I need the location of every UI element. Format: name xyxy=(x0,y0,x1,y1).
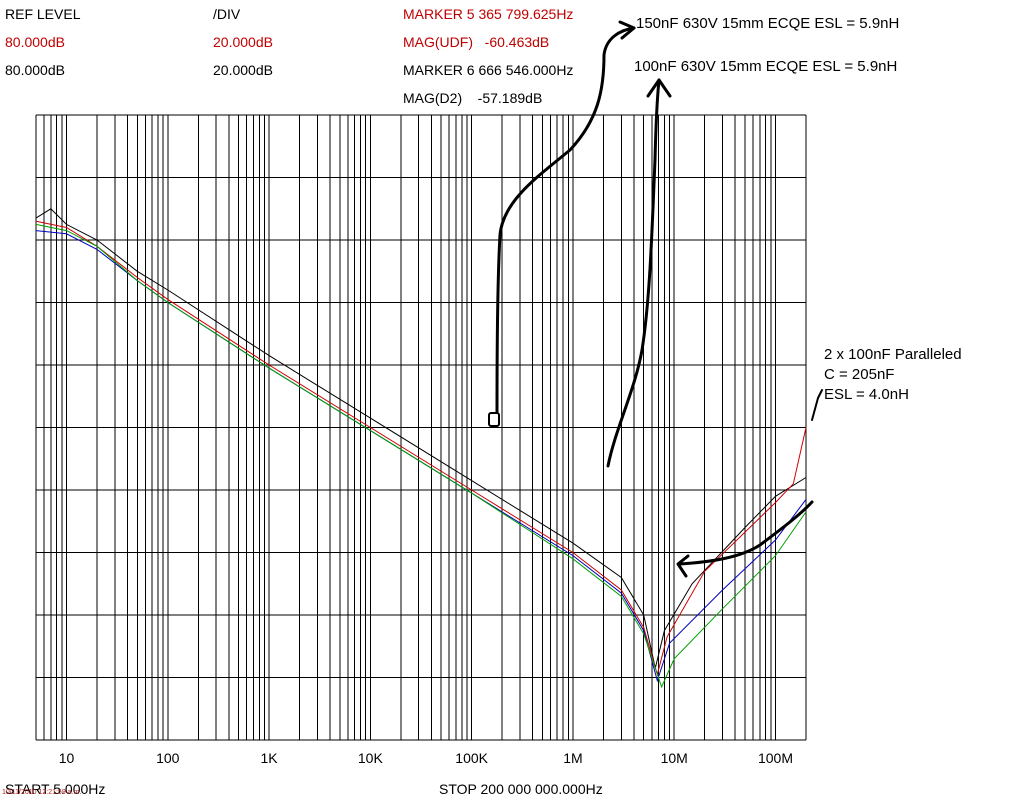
plot-traces xyxy=(35,208,807,689)
annotation-parallel-line2: C = 205nF xyxy=(824,366,895,383)
x-tick-label: 100M xyxy=(757,750,794,766)
marker6-readout: MARKER 6 666 546.000Hz xyxy=(403,62,574,78)
start-frequency: START 5.000Hz xyxy=(5,781,106,797)
mag-udf-readout: MAG(UDF) -60.463dB xyxy=(403,34,550,50)
arrow-head-parallel-dip xyxy=(676,554,690,578)
arrow-head-100nf xyxy=(646,78,672,98)
arrow-to-150nf-label xyxy=(495,26,636,414)
arrow-to-100nf-label xyxy=(606,78,661,468)
x-tick-label: 1K xyxy=(260,750,278,766)
div-2: 20.000dB xyxy=(213,62,273,78)
plot-grid xyxy=(35,114,807,741)
stop-frequency: STOP 200 000 000.000Hz xyxy=(439,781,603,797)
trace-3 xyxy=(35,230,807,683)
x-tick-label: 1M xyxy=(563,750,583,766)
ref-level-label: REF LEVEL xyxy=(5,6,81,22)
mag-d2-readout: MAG(D2) -57.189dB xyxy=(403,90,543,106)
annotation-parallel-line3: ESL = 4.0nH xyxy=(824,386,909,403)
trace-2 xyxy=(35,220,807,677)
annotation-parallel-line1: 2 x 100nF Paralleled xyxy=(824,346,962,363)
marker5-readout: MARKER 5 365 799.625Hz xyxy=(403,6,574,22)
annotation-150nf: 150nF 630V 15mm ECQE ESL = 5.9nH xyxy=(636,15,900,32)
handdrawn-arrows xyxy=(488,20,823,578)
trace-4 xyxy=(35,223,807,689)
marker-box xyxy=(488,412,500,427)
annotation-100nf: 100nF 630V 15mm ECQE ESL = 5.9nH xyxy=(634,58,898,75)
div-1: 20.000dB xyxy=(213,34,273,50)
arrow-to-parallel-label xyxy=(811,389,823,421)
timestamp: 10/11/2010 12:21:59 a.m. xyxy=(2,789,82,796)
ref-level-2: 80.000dB xyxy=(5,62,65,78)
x-tick-label: 10M xyxy=(660,750,688,766)
x-tick-label: 10 xyxy=(58,750,75,766)
x-tick-label: 10K xyxy=(357,750,383,766)
x-tick-label: 100 xyxy=(156,750,180,766)
arrow-to-parallel-dip xyxy=(678,500,814,566)
div-label: /DIV xyxy=(213,6,241,22)
ref-level-1: 80.000dB xyxy=(5,34,65,50)
x-tick-label: 100K xyxy=(455,750,488,766)
trace-1 xyxy=(35,208,807,669)
arrow-head-150nf xyxy=(618,20,636,40)
